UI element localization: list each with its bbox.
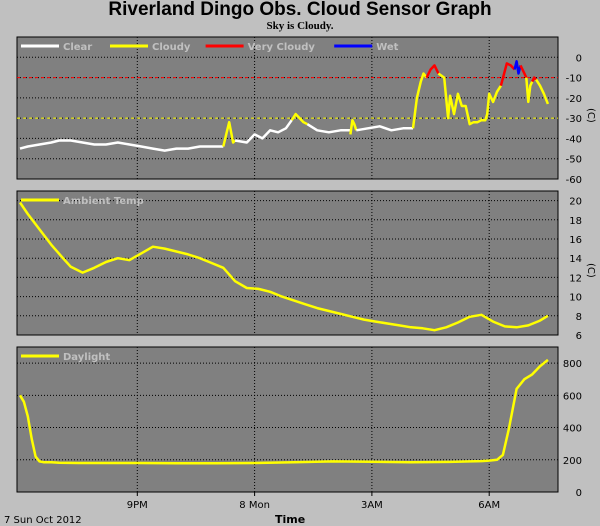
ambient-temp-ytick-label: 14 — [569, 254, 582, 265]
sky-temperature-ytick-label: -60 — [566, 175, 582, 186]
sky-temperature-ytick-label: 0 — [576, 53, 582, 64]
sky-status-subtitle: Sky is Cloudy. — [266, 20, 334, 32]
daylight-ytick-label: 200 — [563, 456, 582, 467]
sky-temperature-segment-very_cloudy — [519, 64, 528, 79]
sky-temperature-segment-cloudy — [290, 112, 308, 126]
ambient-temp-ytick-label: 18 — [569, 216, 582, 227]
daylight-panel — [16, 346, 559, 493]
x-tick-label: 6AM — [478, 500, 500, 511]
ambient-temp-ytick-label: 12 — [569, 273, 582, 284]
sky-temperature-legend-label: Wet — [376, 42, 398, 53]
ambient-temp-ytick-label: 16 — [569, 235, 582, 246]
sky-temperature-segment-cloudy — [535, 78, 550, 105]
sky-temperature-segment-cloudy — [525, 77, 534, 104]
sky-temperature-ytick-label: -20 — [566, 94, 582, 105]
ambient-temp-ytick-label: 10 — [569, 293, 582, 304]
sky-temperature-ytick-label: -10 — [566, 74, 582, 85]
ambient-temp-ytick-label: 8 — [576, 312, 582, 323]
sky-temperature-segment-very_cloudy — [531, 76, 538, 83]
sky-temperature-segment-cloudy — [437, 72, 502, 126]
daylight-ytick-label: 0 — [576, 488, 582, 499]
sky-temperature-legend-label: Very Cloudy — [248, 42, 316, 53]
x-tick-label: 8 Mon — [239, 500, 270, 511]
sky-temperature-segment-very_cloudy — [499, 62, 516, 87]
sky-temperature-panel — [16, 36, 559, 180]
ambient-temp-y-unit-label: (C) — [585, 263, 596, 278]
daylight-ytick-label: 800 — [563, 359, 582, 370]
sky-temperature-segment-clear — [356, 125, 413, 132]
sky-temperature-segment-cloudy — [349, 118, 358, 135]
sky-temperature-segment-clear — [234, 119, 293, 144]
ambient-temp-panel — [16, 190, 559, 336]
sky-temperature-ytick-label: -30 — [566, 114, 582, 125]
sky-temperature-segment-cloudy — [411, 72, 428, 129]
sky-temperature-segment-very_cloudy — [425, 64, 440, 79]
x-tick-label: 9PM — [127, 500, 148, 511]
ambient-temp-ytick-label: 20 — [569, 197, 582, 208]
daylight-legend-label: Daylight — [63, 352, 110, 363]
daylight-series-line — [18, 358, 549, 465]
sky-temperature-segment-clear — [306, 123, 351, 134]
page-title: Riverland Dingo Obs. Cloud Sensor Graph — [108, 0, 492, 20]
ambient-temp-ytick-label: 6 — [576, 331, 582, 342]
x-tick-label: 3AM — [361, 500, 383, 511]
sky-temperature-ytick-label: -40 — [566, 134, 582, 145]
ambient-temp-series-line — [18, 201, 549, 332]
sky-temperature-y-unit-label: (C) — [585, 108, 596, 123]
ambient-temp-legend-label: Ambient Temp — [63, 196, 144, 207]
sky-temperature-legend-label: Cloudy — [152, 42, 191, 53]
sky-temperature-segment-cloudy — [222, 120, 236, 147]
sky-temperature-legend-label: Clear — [63, 42, 92, 53]
sky-temperature-segment-clear — [19, 139, 224, 152]
daylight-ytick-label: 600 — [563, 391, 582, 402]
sky-temperature-ytick-label: -50 — [566, 155, 582, 166]
sky-temperature-segment-wet — [513, 60, 522, 75]
daylight-ytick-label: 400 — [563, 424, 582, 435]
